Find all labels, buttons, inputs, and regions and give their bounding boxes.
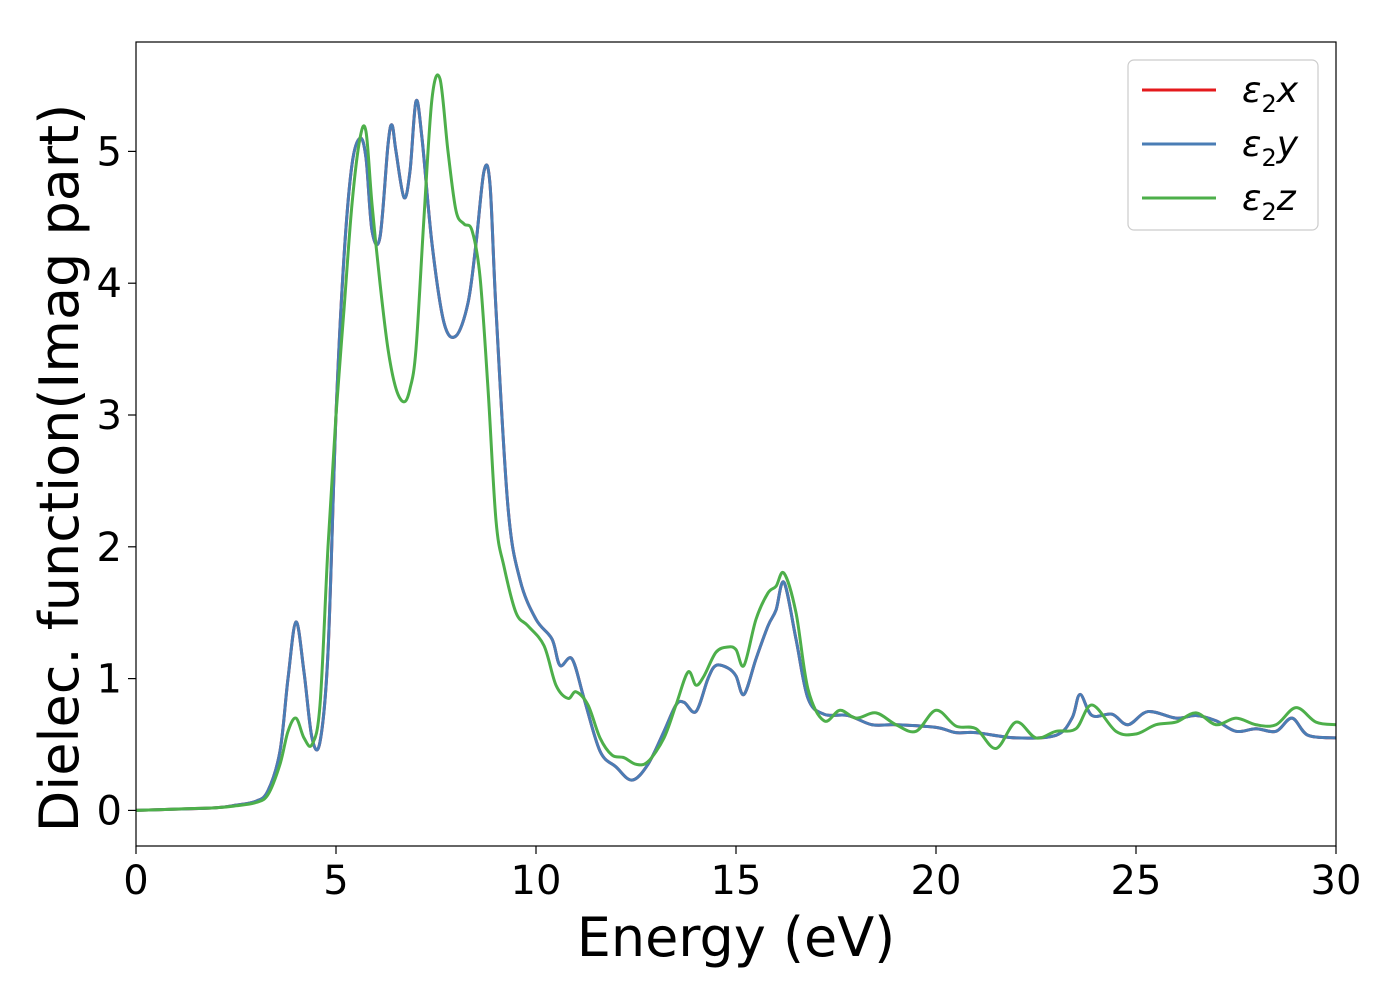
x-tick-label: 25 [1111,858,1162,904]
x-tick-label: 15 [711,858,762,904]
legend: ε2x ε2y ε2z [1127,59,1319,231]
tick-layer: 0 5 10 15 20 25 30 0 1 2 3 4 5 [97,129,1362,904]
x-tick-label: 10 [511,858,562,904]
x-tick-label: 30 [1311,858,1362,904]
y-tick-label: 3 [97,393,122,439]
x-tick-label: 5 [323,858,348,904]
legend-label-x: ε2x [1242,70,1299,118]
y-tick-label: 5 [97,129,122,175]
legend-entries: ε2x ε2y ε2z [1142,70,1299,226]
y-tick-label: 2 [97,525,122,571]
x-tick-label: 0 [123,858,148,904]
series-line-z [136,73,1336,812]
legend-box [1127,59,1319,231]
x-axis-label: Energy (eV) [577,906,896,969]
legend-label-y: ε2y [1242,124,1299,172]
x-tick-label: 20 [911,858,962,904]
series-layer [136,73,1336,812]
legend-label-z: ε2z [1242,178,1297,226]
y-tick-label: 0 [97,788,122,834]
y-tick-label: 1 [97,657,122,703]
y-axis-label: Dielec. function(Imag part) [28,104,91,833]
y-tick-label: 4 [97,261,122,307]
